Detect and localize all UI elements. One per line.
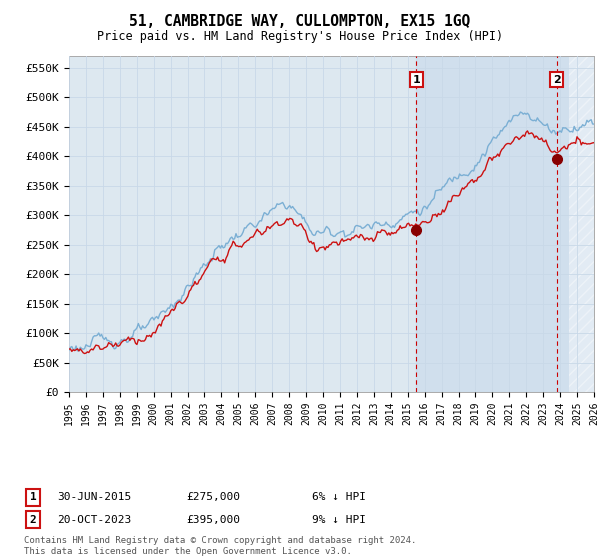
Text: 6% ↓ HPI: 6% ↓ HPI bbox=[312, 492, 366, 502]
Text: £395,000: £395,000 bbox=[186, 515, 240, 525]
Text: 30-JUN-2015: 30-JUN-2015 bbox=[57, 492, 131, 502]
Text: 20-OCT-2023: 20-OCT-2023 bbox=[57, 515, 131, 525]
Text: 9% ↓ HPI: 9% ↓ HPI bbox=[312, 515, 366, 525]
Text: 2: 2 bbox=[29, 515, 37, 525]
Text: 1: 1 bbox=[29, 492, 37, 502]
Text: 51, CAMBRIDGE WAY, CULLOMPTON, EX15 1GQ: 51, CAMBRIDGE WAY, CULLOMPTON, EX15 1GQ bbox=[130, 14, 470, 29]
Text: Price paid vs. HM Land Registry's House Price Index (HPI): Price paid vs. HM Land Registry's House … bbox=[97, 30, 503, 43]
Text: Contains HM Land Registry data © Crown copyright and database right 2024.
This d: Contains HM Land Registry data © Crown c… bbox=[24, 536, 416, 556]
Bar bbox=[416, 56, 594, 392]
Text: £275,000: £275,000 bbox=[186, 492, 240, 502]
Text: 1: 1 bbox=[412, 74, 420, 85]
Text: 2: 2 bbox=[553, 74, 560, 85]
Bar bbox=[569, 56, 594, 392]
